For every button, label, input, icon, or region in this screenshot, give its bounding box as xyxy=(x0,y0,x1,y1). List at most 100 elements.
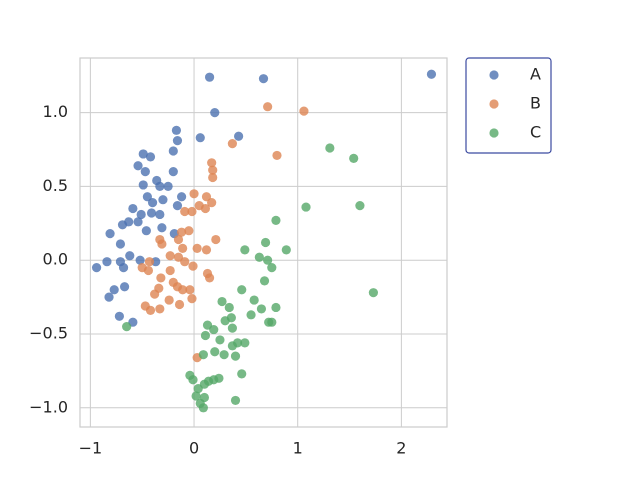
point xyxy=(142,192,152,202)
plot-frame xyxy=(79,57,448,428)
point xyxy=(138,149,148,159)
point xyxy=(204,72,215,82)
point xyxy=(188,261,198,271)
y-tick-label: 0.5 xyxy=(43,176,68,195)
point xyxy=(263,255,273,265)
point xyxy=(157,223,167,233)
point xyxy=(355,201,365,211)
point xyxy=(227,323,237,333)
legend-marker xyxy=(489,128,499,138)
point xyxy=(207,198,217,208)
point xyxy=(176,192,187,202)
point xyxy=(191,391,201,401)
point xyxy=(193,384,203,394)
point xyxy=(155,181,165,192)
point xyxy=(325,143,335,153)
point xyxy=(168,146,178,156)
point xyxy=(281,245,291,255)
point xyxy=(209,375,219,385)
y-tick-label: 0.0 xyxy=(43,250,68,269)
point xyxy=(349,153,359,163)
point xyxy=(165,251,175,261)
point xyxy=(208,165,218,175)
point xyxy=(156,273,166,283)
point xyxy=(271,302,281,313)
point xyxy=(174,299,185,310)
point xyxy=(180,206,190,217)
point xyxy=(185,285,195,295)
y-tick-label: 1.0 xyxy=(43,102,68,121)
point xyxy=(215,335,225,345)
legend-label: A xyxy=(530,65,541,84)
legend-marker xyxy=(489,99,499,109)
legend-label: C xyxy=(530,123,541,142)
point xyxy=(102,257,112,267)
point xyxy=(264,317,274,327)
point xyxy=(201,192,212,202)
point xyxy=(237,285,247,295)
point xyxy=(240,245,250,255)
y-tick-label: −1.0 xyxy=(29,397,68,416)
point xyxy=(227,139,237,149)
point xyxy=(133,161,143,171)
point xyxy=(195,133,205,143)
point xyxy=(138,180,148,190)
legend: ABC xyxy=(465,57,552,154)
point xyxy=(178,243,188,254)
point xyxy=(157,239,167,249)
point xyxy=(204,273,215,283)
point xyxy=(146,208,157,218)
point xyxy=(260,237,271,248)
point xyxy=(165,265,175,276)
point xyxy=(209,324,219,335)
point xyxy=(192,243,202,254)
point xyxy=(105,229,115,239)
point xyxy=(198,350,208,360)
point xyxy=(163,181,173,192)
x-tick-label: 0 xyxy=(189,439,199,458)
point xyxy=(299,106,309,116)
point xyxy=(119,282,130,292)
point xyxy=(219,350,229,360)
point xyxy=(178,285,188,295)
point xyxy=(301,202,311,212)
x-tick-label: 2 xyxy=(396,439,406,458)
point xyxy=(249,295,259,305)
point xyxy=(230,351,241,361)
point xyxy=(230,395,241,406)
point xyxy=(200,203,211,214)
point xyxy=(180,257,190,267)
point xyxy=(210,347,220,357)
point xyxy=(368,288,378,298)
point xyxy=(114,311,124,321)
point xyxy=(164,295,174,305)
point xyxy=(217,296,227,307)
point xyxy=(117,220,128,230)
point xyxy=(155,304,165,314)
point xyxy=(208,172,218,183)
point xyxy=(133,217,143,227)
point xyxy=(258,74,269,84)
point xyxy=(246,310,256,320)
point xyxy=(155,209,165,220)
point xyxy=(91,262,102,273)
point xyxy=(125,251,135,261)
point xyxy=(426,69,437,79)
point xyxy=(227,341,237,351)
legend-label: B xyxy=(530,94,541,113)
point xyxy=(237,369,247,379)
point xyxy=(104,292,114,302)
point xyxy=(136,209,146,220)
point xyxy=(109,285,119,295)
point xyxy=(207,158,217,168)
point xyxy=(201,245,212,255)
point xyxy=(259,276,270,286)
point xyxy=(198,403,208,413)
point xyxy=(128,203,138,214)
point xyxy=(135,255,145,265)
point xyxy=(240,338,250,348)
point xyxy=(220,316,230,326)
point xyxy=(263,102,273,112)
point xyxy=(150,289,160,299)
legend-frame xyxy=(465,57,552,154)
